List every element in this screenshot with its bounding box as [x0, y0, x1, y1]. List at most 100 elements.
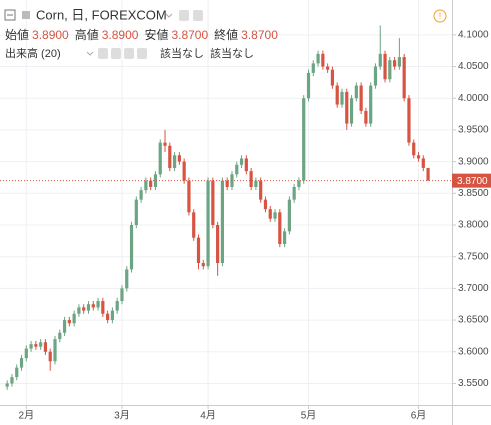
candle-body: [239, 158, 244, 165]
candle-body: [369, 85, 373, 124]
candle-body: [326, 66, 330, 70]
candle-body: [149, 180, 153, 187]
x-tick-label: 2月: [19, 410, 35, 422]
axes: 3.5500 3.6000 3.6500 3.7000 3.7500 3.8000 3.85…: [19, 29, 491, 422]
candle-body: [48, 351, 52, 362]
candle-body: [282, 231, 287, 245]
candle-body: [316, 53, 320, 64]
y-tick-label: 3.5500: [458, 378, 489, 389]
candle-body: [29, 344, 33, 349]
candle-body: [388, 60, 392, 80]
ohlc-value: 3.8700: [171, 28, 208, 42]
dropdown-icon[interactable]: [165, 13, 173, 18]
dropdown-icon[interactable]: [86, 51, 94, 56]
collapse-button[interactable]: [4, 9, 16, 21]
candle-body: [412, 142, 416, 156]
x-tick-label: 4月: [200, 410, 216, 422]
candle-body: [345, 91, 349, 124]
ohlc-label: 高値: [75, 27, 99, 42]
candle-body: [416, 155, 421, 159]
candle-body: [163, 142, 167, 146]
candle-body: [206, 180, 210, 267]
candle-body: [182, 161, 186, 181]
candle-body: [153, 174, 158, 187]
candle-body: [67, 320, 71, 324]
candle-body: [254, 180, 258, 187]
candle-body: [58, 332, 62, 340]
y-tick-label: 3.9500: [458, 125, 489, 136]
candle-body: [373, 66, 378, 86]
candle-body: [96, 301, 100, 308]
candle-body: [421, 158, 425, 168]
settings-button[interactable]: [193, 10, 203, 21]
add-button[interactable]: [124, 48, 134, 59]
candle-body: [10, 377, 14, 384]
candle-body: [172, 155, 177, 168]
candle-body: [211, 180, 215, 225]
candle-body: [297, 180, 301, 187]
candle-body: [187, 180, 191, 213]
candle-body: [168, 145, 172, 168]
x-tick-label: 3月: [114, 410, 130, 422]
candle-body: [144, 180, 148, 191]
volume-value: 該当なし: [210, 46, 254, 60]
y-tick-label: 4.0000: [458, 93, 489, 104]
candle-body: [19, 358, 24, 368]
eye-button[interactable]: [179, 10, 189, 21]
candle-body: [34, 344, 38, 347]
candle-body: [302, 98, 306, 181]
warning-icon[interactable]: [433, 9, 447, 23]
last-price-box: [452, 173, 491, 188]
candle-body: [110, 310, 115, 321]
candle-body: [5, 383, 9, 387]
candle-body: [426, 167, 430, 181]
last-price-label: 3.8700: [457, 176, 488, 187]
x-tick-label: 5月: [301, 410, 317, 422]
candle-body: [330, 69, 335, 86]
candle-body: [278, 212, 282, 245]
ohlc-legend: 始値 3.8900 高値 3.8900 安値 3.8700 終値 3.8700: [5, 27, 278, 42]
candle-body: [196, 237, 201, 264]
candle-body: [259, 180, 263, 200]
candle-body: [62, 320, 67, 333]
candle-body: [292, 186, 296, 200]
y-tick-label: 3.6500: [458, 315, 489, 326]
candle-body: [82, 307, 86, 311]
candle-body: [77, 307, 81, 314]
candle-body: [306, 72, 311, 99]
candle-body: [39, 342, 43, 347]
candle-body: [268, 209, 272, 219]
x-tick-label: 6月: [411, 410, 427, 422]
candle-body: [177, 155, 181, 162]
candle-body: [393, 60, 397, 67]
y-tick-label: 3.7500: [458, 251, 489, 262]
candle-body: [158, 142, 162, 175]
candle-body: [244, 158, 248, 172]
candle-body: [235, 164, 239, 175]
candle-body: [134, 199, 138, 225]
candle-body: [129, 225, 134, 270]
y-tick-label: 3.6000: [458, 346, 489, 357]
y-tick-label: 3.7000: [458, 283, 489, 294]
y-tick-label: 4.1000: [458, 29, 489, 40]
candle-body: [383, 53, 387, 80]
candle-body: [24, 348, 28, 359]
candle-body: [72, 313, 76, 324]
candle-body: [106, 313, 110, 321]
ohlc-label: 安値: [144, 27, 168, 42]
candle-body: [220, 180, 225, 264]
candle-body: [287, 199, 291, 232]
settings-button[interactable]: [111, 48, 121, 59]
ohlc-value: 3.8900: [32, 28, 69, 42]
candle-body: [101, 301, 105, 314]
symbol-icon: [22, 11, 30, 19]
remove-button[interactable]: [137, 48, 147, 59]
volume-label: 出来高 (20): [5, 46, 61, 60]
y-tick-label: 3.8500: [458, 188, 489, 199]
candle-body: [349, 98, 354, 124]
candle-body: [354, 85, 358, 99]
candle-body: [86, 304, 91, 311]
eye-button[interactable]: [98, 48, 108, 59]
